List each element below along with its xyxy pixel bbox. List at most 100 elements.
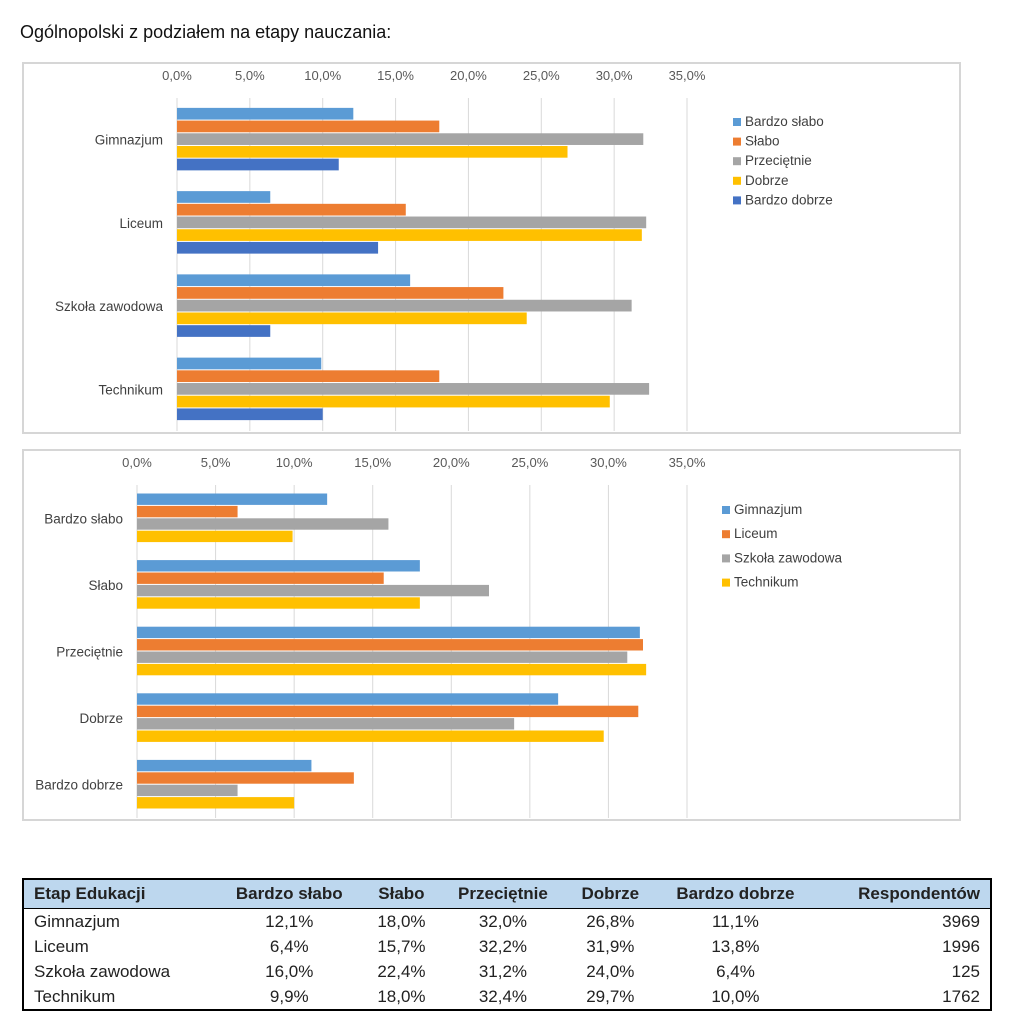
bar-technikum-dobrze [137,730,604,742]
table-cell: 13,8% [711,936,760,956]
x-tick-label: 5,0% [235,68,265,83]
bar-szkola-zawodowa-bardzo-slabo [137,518,389,530]
x-tick-label: 5,0% [201,455,231,470]
table-cell: 32,4% [478,986,528,1006]
legend-label-szkola-zawodowa: Szkoła zawodowa [734,550,843,565]
header-bardzo-dobrze: Bardzo dobrze [653,879,817,909]
category-label: Bardzo słabo [44,511,123,526]
table-cell: Szkoła zawodowa [34,961,171,981]
legend-swatch-szkola-zawodowa [722,554,730,563]
table-cell: 1762 [942,986,980,1006]
legend-label-technikum: Technikum [734,575,799,590]
x-tick-label: 15,0% [377,68,414,83]
bar-bardzo-dobrze-technikum [177,408,323,421]
table-row: Szkoła zawodowa 16,0% 22,4% 31,2% 24,0% … [23,959,991,984]
bar-szkola-zawodowa-przecietnie [137,651,628,663]
x-tick-label: 15,0% [354,455,391,470]
category-label: Dobrze [79,711,123,726]
category-label: Szkoła zawodowa [55,299,164,314]
bar-gimnazjum-bardzo-dobrze [137,759,312,772]
bar-bardzo-dobrze-szkola-zawodowa [177,325,271,337]
table-cell: 16,0% [265,961,314,981]
category-label: Przeciętnie [56,645,123,660]
chart-by-education-stage: 0,0% 5,0% 10,0% 15,0% 20,0% 25,0% 30,0% 35,0% Gi… [22,62,961,434]
table-header-row: Etap Edukacji Bardzo słabo Słabo Przecię… [23,879,991,909]
table-cell: 26,8% [586,911,635,931]
table-row: Liceum 6,4% 15,7% 32,2% 31,9% 13,8% 1996 [23,934,991,959]
legend-label-przecietnie: Przeciętnie [745,153,812,168]
table-cell: Technikum [34,986,116,1006]
bar-szkola-zawodowa-bardzo-dobrze [137,784,238,797]
legend-label-liceum: Liceum [734,526,778,541]
table-cell: Gimnazjum [34,911,120,931]
bar-slabo-szkola-zawodowa [177,287,504,299]
bar-gimnazjum-dobrze [137,693,559,705]
table-cell: 3969 [942,911,980,931]
chart-by-rating: 0,0% 5,0% 10,0% 15,0% 20,0% 25,0% 30,0% 35,0% Ba… [22,449,961,821]
legend-swatch-dobrze [733,176,741,185]
category-label: Bardzo dobrze [35,778,123,793]
chart-by-education-stage-svg: 0,0% 5,0% 10,0% 15,0% 20,0% 25,0% 30,0% 35,0% Gi… [55,68,833,431]
table-cell: 32,2% [478,936,528,956]
x-tick-label: 25,0% [511,455,548,470]
legend-swatch-technikum [722,578,730,587]
table-cell: 12,1% [265,911,314,931]
header-slabo: Słabo [363,879,440,909]
x-tick-label: 20,0% [450,68,487,83]
legend-label-bardzo-slabo: Bardzo słabo [745,114,824,129]
table-cell: 32,0% [478,911,528,931]
x-tick-label: 10,0% [276,455,313,470]
x-tick-label: 30,0% [596,68,633,83]
x-tick-label: 35,0% [669,455,706,470]
category-label: Technikum [98,382,163,397]
bar-bardzo-slabo-gimnazjum [177,107,354,120]
x-tick-label: 30,0% [590,455,627,470]
legend-swatch-bardzo-dobrze [733,196,741,205]
results-table: Etap Edukacji Bardzo słabo Słabo Przecię… [22,878,992,1011]
legend-swatch-przecietnie [733,157,741,166]
table-cell: 15,7% [377,936,426,956]
x-tick-label: 35,0% [669,68,706,83]
table-cell: 22,4% [377,961,426,981]
table-cell: 9,9% [269,986,309,1006]
legend-label-bardzo-dobrze: Bardzo dobrze [745,192,833,207]
category-label: Gimnazjum [95,133,163,148]
bar-liceum-slabo [137,572,384,584]
legend-label-gimnazjum: Gimnazjum [734,502,802,517]
table-row: Technikum 9,9% 18,0% 32,4% 29,7% 10,0% 1… [23,984,991,1010]
table-cell: 1996 [942,936,980,956]
legend-swatch-bardzo-slabo [733,118,741,126]
table-cell: 6,4% [716,961,755,981]
header-etap: Etap Edukacji [23,879,215,909]
header-przecietnie: Przeciętnie [439,879,567,909]
table-cell: 18,0% [377,986,426,1006]
bar-szkola-zawodowa-dobrze [137,718,515,730]
x-tick-label: 0,0% [122,455,152,470]
table-row: Gimnazjum 12,1% 18,0% 32,0% 26,8% 11,1% … [23,909,991,935]
x-tick-label: 0,0% [162,68,192,83]
bar-bardzo-slabo-szkola-zawodowa [177,274,411,287]
bar-liceum-bardzo-slabo [137,505,238,518]
table-cell: 29,7% [586,986,635,1006]
page-heading: Ogólnopolski z podziałem na etapy naucza… [20,22,392,42]
legend-swatch-slabo [733,137,741,146]
bar-liceum-dobrze [137,705,639,718]
bar-dobrze-szkola-zawodowa [177,312,527,325]
table-cell: 24,0% [586,961,635,981]
bar-technikum-przecietnie [137,663,647,676]
table-cell: 31,9% [586,936,635,956]
legend-swatch-gimnazjum [722,506,730,514]
legend-swatch-liceum [722,530,730,539]
category-label: Liceum [119,216,163,231]
bar-przecietnie-liceum [177,216,647,229]
legend-label-dobrze: Dobrze [745,173,789,188]
bar-przecietnie-gimnazjum [177,133,644,145]
bar-bardzo-slabo-technikum [177,357,322,370]
x-tick-label: 20,0% [433,455,470,470]
bar-bardzo-dobrze-gimnazjum [177,158,339,171]
bar-przecietnie-szkola-zawodowa [177,299,632,312]
bar-liceum-przecietnie [137,639,643,651]
header-bardzo-slabo: Bardzo słabo [214,879,364,909]
table-cell: 18,0% [377,911,426,931]
bar-gimnazjum-bardzo-slabo [137,493,328,505]
